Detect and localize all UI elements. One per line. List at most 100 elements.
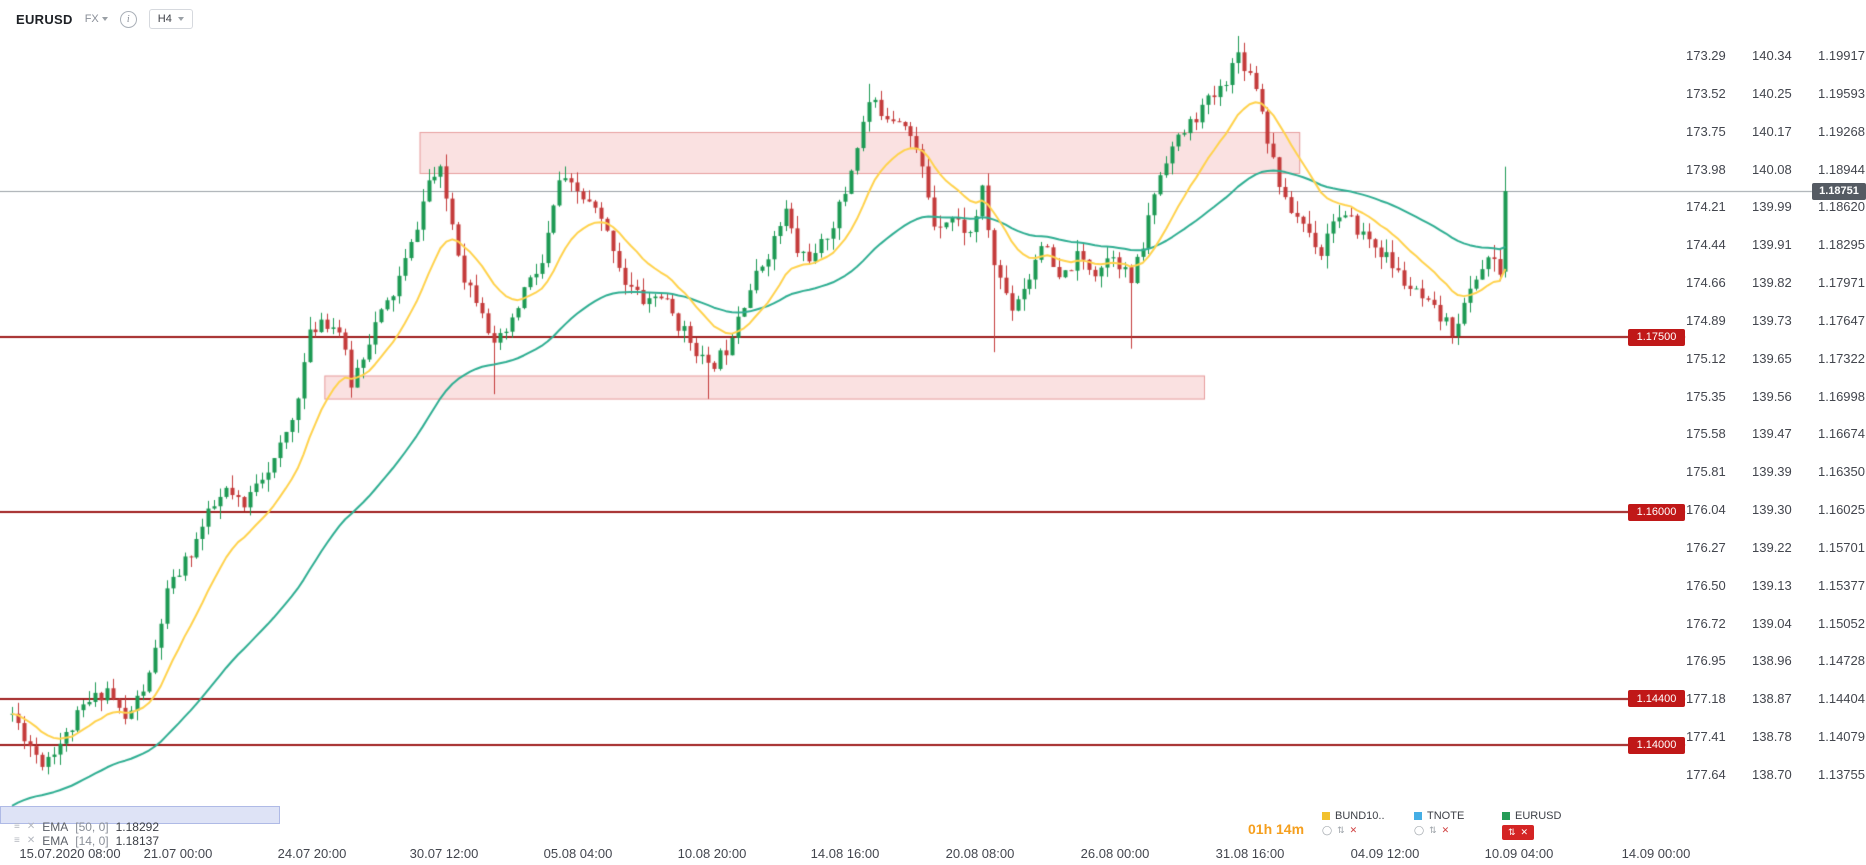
time-axis[interactable]: 15.07.2020 08:00 21.07 00:00 24.07 20:00 30… bbox=[0, 846, 1866, 864]
instrument-actions[interactable]: ⇅ ✕ bbox=[1502, 825, 1535, 840]
price-tick: 176.95 bbox=[1686, 653, 1726, 669]
sort-icon[interactable]: ⇅ bbox=[1337, 825, 1345, 835]
instrument-color-swatch bbox=[1322, 812, 1330, 820]
circle-icon[interactable]: ◯ bbox=[1414, 825, 1425, 835]
price-tick: 1.15377 bbox=[1818, 577, 1865, 593]
indicator-value: 1.18137 bbox=[115, 834, 159, 848]
price-tick: 1.18295 bbox=[1818, 237, 1865, 253]
sort-icon[interactable]: ⇅ bbox=[1429, 825, 1437, 835]
price-tick: 175.81 bbox=[1686, 464, 1726, 480]
indicator-remove-icon[interactable]: ✕ bbox=[26, 835, 36, 846]
indicator-row-ema50[interactable]: ≡ ✕ EMA [50, 0] 1.18292 bbox=[14, 820, 159, 834]
instrument-color-swatch bbox=[1414, 812, 1422, 820]
candle-countdown: 01h 14m bbox=[1248, 821, 1305, 837]
chart-header: EURUSD FX i H4 bbox=[16, 9, 193, 29]
price-tick: 140.08 bbox=[1752, 161, 1792, 177]
time-tick: 14.08 16:00 bbox=[810, 846, 880, 861]
price-tick: 174.44 bbox=[1686, 237, 1726, 253]
close-icon[interactable]: ✕ bbox=[1349, 825, 1358, 835]
timeframe-dropdown[interactable]: H4 bbox=[148, 9, 193, 29]
price-level-badge[interactable]: 1.17500 bbox=[1628, 328, 1685, 346]
price-tick: 1.19268 bbox=[1818, 123, 1865, 139]
price-tick: 139.13 bbox=[1752, 577, 1792, 593]
market-type-dropdown[interactable]: FX bbox=[85, 13, 108, 25]
price-level-badge[interactable]: 1.14400 bbox=[1628, 690, 1685, 708]
price-tick: 1.16674 bbox=[1818, 426, 1865, 442]
instrument-actions[interactable]: ◯ ⇅ ✕ bbox=[1322, 825, 1357, 836]
instrument-label: TNOTE bbox=[1414, 810, 1464, 822]
market-type-label: FX bbox=[84, 13, 99, 25]
indicator-name: EMA bbox=[42, 820, 69, 834]
price-level-badge[interactable]: 1.14000 bbox=[1628, 736, 1685, 754]
price-tick: 139.39 bbox=[1752, 464, 1792, 480]
price-tick: 139.99 bbox=[1752, 199, 1792, 215]
time-tick: 21.07 00:00 bbox=[143, 846, 213, 861]
indicator-menu-icon[interactable]: ≡ bbox=[14, 821, 20, 832]
price-tick: 177.41 bbox=[1686, 729, 1726, 745]
price-tick: 176.50 bbox=[1686, 577, 1726, 593]
indicator-name: EMA bbox=[42, 834, 69, 848]
instrument-actions[interactable]: ◯ ⇅ ✕ bbox=[1414, 825, 1449, 836]
price-tick: 177.64 bbox=[1686, 767, 1726, 782]
time-tick: 10.09 04:00 bbox=[1484, 846, 1554, 861]
price-tick: 140.34 bbox=[1752, 48, 1792, 63]
time-tick: 20.08 08:00 bbox=[945, 846, 1015, 861]
price-tick: 139.73 bbox=[1752, 312, 1792, 328]
price-tick: 139.47 bbox=[1752, 426, 1792, 442]
price-tick: 1.19593 bbox=[1818, 85, 1865, 101]
price-tick: 139.04 bbox=[1752, 615, 1792, 631]
price-tick: 140.17 bbox=[1752, 123, 1792, 139]
price-tick: 138.96 bbox=[1752, 653, 1792, 669]
circle-icon[interactable]: ◯ bbox=[1322, 825, 1333, 835]
indicator-row-ema14[interactable]: ≡ ✕ EMA [14, 0] 1.18137 bbox=[14, 834, 159, 848]
price-tick: 139.30 bbox=[1752, 502, 1792, 518]
time-tick: 30.07 12:00 bbox=[409, 846, 479, 861]
price-tick: 139.22 bbox=[1752, 539, 1792, 555]
price-tick: 1.16350 bbox=[1818, 464, 1865, 480]
price-level-badge[interactable]: 1.16000 bbox=[1628, 503, 1685, 521]
price-tick: 1.15701 bbox=[1818, 539, 1865, 555]
price-tick: 176.72 bbox=[1686, 615, 1726, 631]
timeframe-label: H4 bbox=[157, 13, 172, 25]
price-tick: 140.25 bbox=[1752, 85, 1792, 101]
instrument-name: TNOTE bbox=[1427, 810, 1465, 822]
indicator-params: [14, 0] bbox=[75, 834, 109, 848]
price-tick: 1.15052 bbox=[1818, 615, 1865, 631]
price-tick: 173.52 bbox=[1686, 85, 1726, 101]
time-tick: 15.07.2020 08:00 bbox=[19, 846, 121, 861]
price-tick: 1.18620 bbox=[1818, 199, 1865, 215]
price-tick: 175.12 bbox=[1686, 350, 1726, 366]
time-tick: 04.09 12:00 bbox=[1350, 846, 1420, 861]
price-tick: 174.89 bbox=[1686, 312, 1726, 328]
price-tick: 139.82 bbox=[1752, 275, 1792, 291]
indicator-menu-icon[interactable]: ≡ bbox=[14, 835, 20, 846]
current-price-label: 1.18751 bbox=[1812, 182, 1866, 200]
time-tick: 31.08 16:00 bbox=[1215, 846, 1285, 861]
symbol-title[interactable]: EURUSD bbox=[16, 11, 73, 27]
price-tick: 138.70 bbox=[1752, 767, 1792, 782]
price-tick: 175.35 bbox=[1686, 388, 1726, 404]
instrument-name: BUND10.. bbox=[1335, 810, 1385, 822]
indicator-remove-icon[interactable]: ✕ bbox=[26, 821, 36, 832]
time-tick: 05.08 04:00 bbox=[543, 846, 613, 861]
chevron-down-icon bbox=[177, 17, 184, 21]
time-tick: 24.07 20:00 bbox=[277, 846, 347, 861]
indicator-params: [50, 0] bbox=[75, 820, 109, 834]
instrument-chip-eurusd[interactable]: EURUSD ⇅ ✕ bbox=[1502, 810, 1561, 840]
price-tick: 1.18944 bbox=[1818, 161, 1865, 177]
close-icon[interactable]: ✕ bbox=[1520, 827, 1529, 837]
price-tick: 176.04 bbox=[1686, 502, 1726, 518]
close-icon[interactable]: ✕ bbox=[1441, 825, 1450, 835]
instrument-chip-bund10[interactable]: BUND10.. ◯ ⇅ ✕ bbox=[1322, 810, 1385, 836]
instrument-chip-tnote[interactable]: TNOTE ◯ ⇅ ✕ bbox=[1414, 810, 1464, 836]
time-tick: 26.08 00:00 bbox=[1080, 846, 1150, 861]
info-icon[interactable]: i bbox=[119, 10, 137, 28]
price-tick: 173.29 bbox=[1686, 48, 1726, 63]
price-tick: 1.13755 bbox=[1818, 767, 1865, 782]
selection-highlight[interactable] bbox=[0, 806, 280, 824]
price-tick: 1.17322 bbox=[1818, 350, 1865, 366]
indicator-legend: ≡ ✕ EMA [50, 0] 1.18292 ≡ ✕ EMA [14, 0] … bbox=[14, 820, 159, 848]
price-tick: 138.78 bbox=[1752, 729, 1792, 745]
sort-icon[interactable]: ⇅ bbox=[1508, 827, 1516, 837]
